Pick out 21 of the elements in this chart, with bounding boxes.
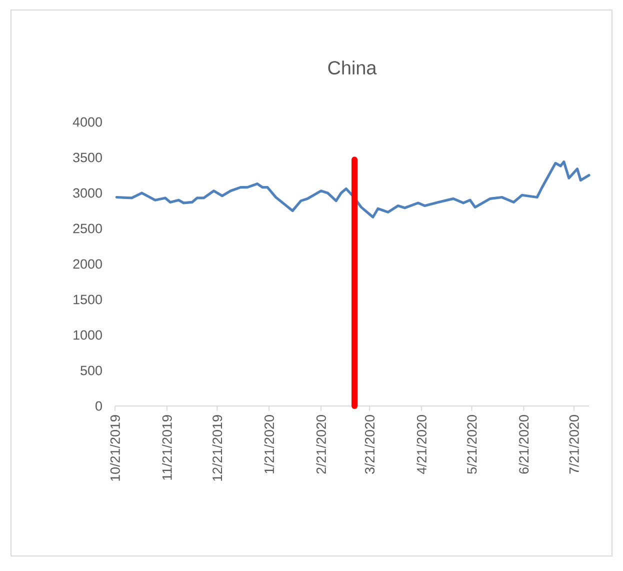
y-tick-label: 2000 [73,259,102,269]
x-tick-label: 5/21/2020 [466,415,477,474]
y-tick-label: 0 [96,401,102,411]
y-tick-label: 1000 [74,330,102,340]
x-tick-label: 12/21/2019 [212,415,222,481]
y-tick-label: 3000 [73,188,102,198]
x-tick-label: 4/21/2020 [416,415,426,474]
x-tick-label: 1/21/2020 [264,415,274,474]
chart-title: China [328,60,377,74]
y-tick-label: 1500 [74,294,102,304]
x-tick-label: 6/21/2020 [518,415,529,474]
x-tick-label: 2/21/2020 [316,415,326,474]
x-tick-label: 7/21/2020 [568,415,579,474]
y-tick-label: 3500 [73,152,102,162]
y-tick-label: 4000 [72,117,102,127]
x-tick-label: 11/21/2019 [162,415,172,480]
line-series [115,160,590,218]
x-tick-label: 10/21/2019 [110,415,120,481]
y-tick-label: 500 [80,366,102,376]
x-tick-label: 3/21/2020 [364,415,375,474]
y-tick-label: 2500 [73,224,102,234]
